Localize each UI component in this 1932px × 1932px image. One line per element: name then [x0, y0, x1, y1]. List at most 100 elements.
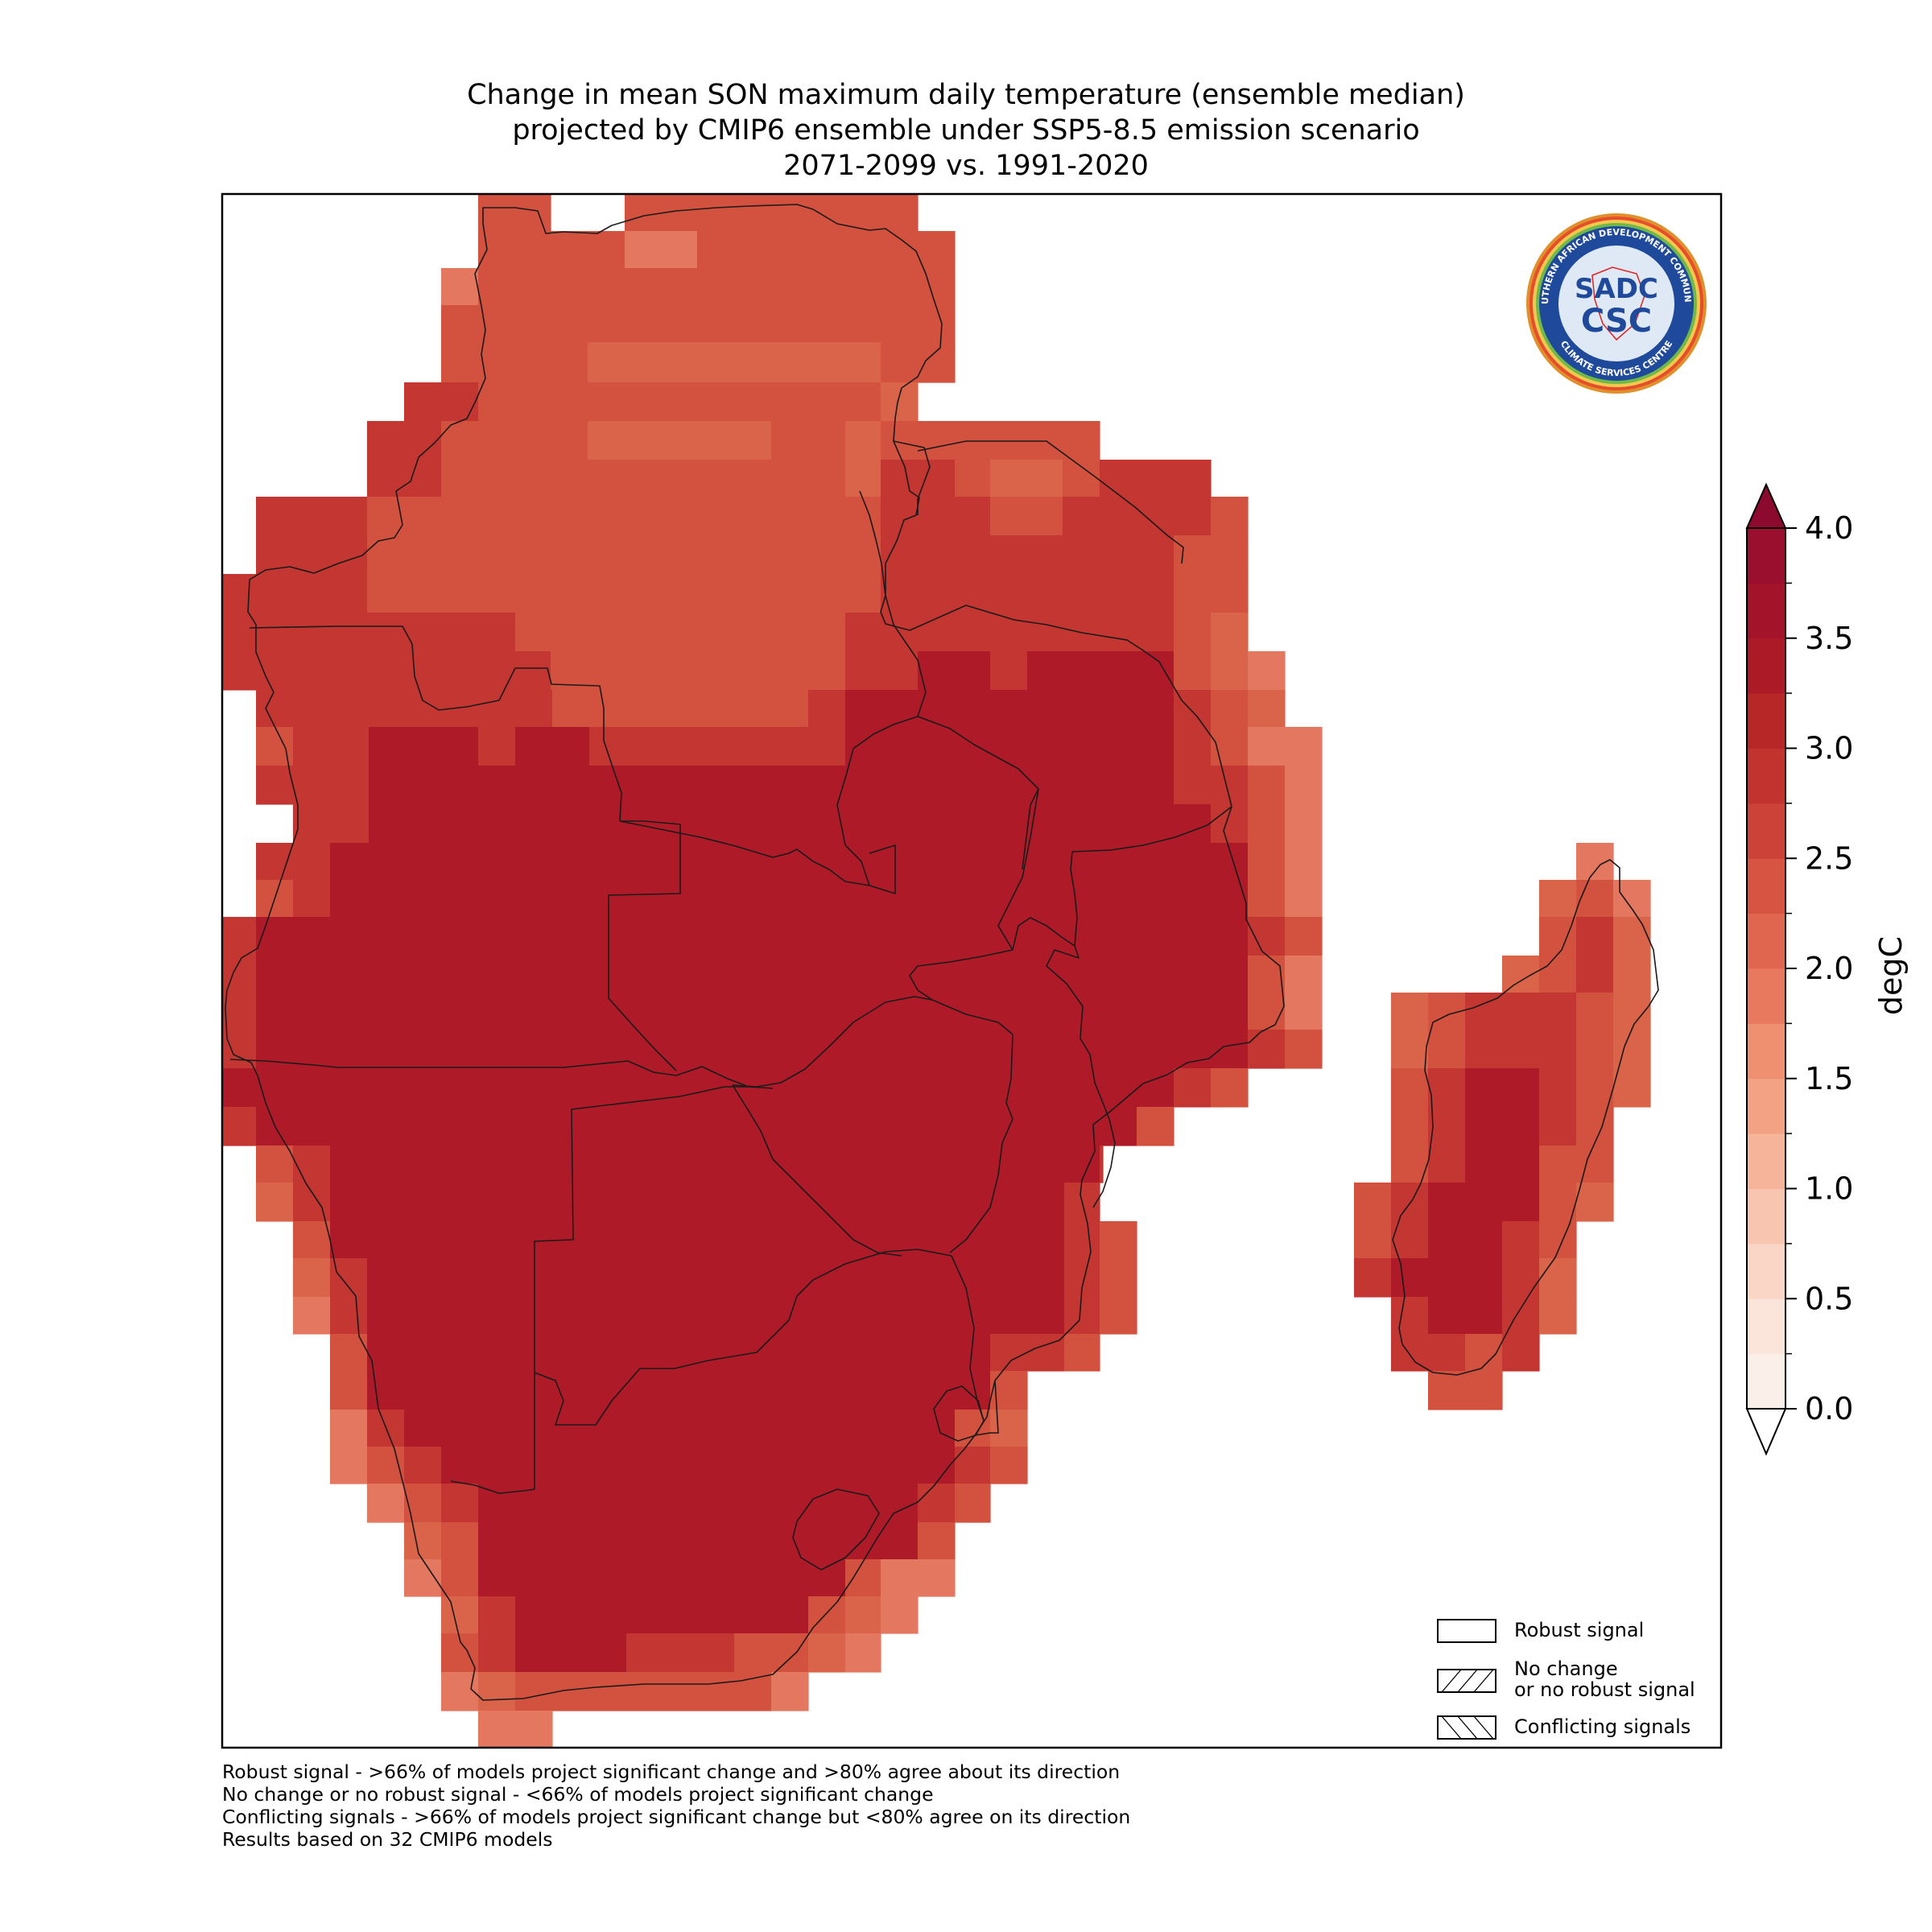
grid-cell — [990, 497, 1063, 536]
grid-cell — [881, 497, 991, 536]
grid-cell — [441, 421, 588, 460]
grid-cell — [918, 613, 991, 652]
grid-cell — [293, 1258, 331, 1298]
grid-cell — [1100, 1258, 1137, 1298]
grid-cell — [990, 1410, 1028, 1447]
legend-label-robust: Robust signal — [1514, 1619, 1645, 1641]
grid-cell — [369, 766, 1174, 805]
grid-cell — [625, 194, 846, 232]
grid-cell — [330, 1297, 368, 1335]
grid-cell — [1613, 1030, 1651, 1069]
grid-cell — [552, 1672, 772, 1711]
grid-cell — [256, 1107, 1108, 1146]
grid-cell — [256, 651, 442, 691]
grid-cell — [1174, 1030, 1249, 1069]
grid-cell — [808, 1633, 846, 1673]
grid-cell — [404, 1410, 956, 1447]
grid-cell — [1465, 1068, 1540, 1108]
border-angola-zambia — [608, 820, 681, 1071]
colorbar: 0.0 0.5 1.0 1.5 2.0 2.5 3.0 3.5 4.0 degC — [1745, 482, 1909, 1456]
grid-cell — [1211, 497, 1249, 536]
grid-cell — [330, 1410, 368, 1447]
grid-cell — [1211, 613, 1249, 652]
grid-cell — [1576, 917, 1614, 956]
border-zambia-mozambique — [909, 949, 1013, 1001]
colorbar-segment — [1747, 1243, 1785, 1299]
grid-cell — [1391, 1107, 1429, 1146]
grid-cell — [1285, 804, 1323, 844]
grid-cell — [293, 613, 405, 652]
grid-cell — [367, 1484, 405, 1523]
colorbar-segment — [1747, 1353, 1785, 1410]
colorbar-label: degC — [1873, 936, 1909, 1015]
grid-cell — [1108, 1107, 1137, 1146]
grid-cell — [1502, 956, 1540, 993]
grid-cell — [330, 1447, 368, 1484]
footnote-robust: Robust signal - >66% of models project s… — [222, 1761, 1121, 1783]
grid-cell — [1391, 1334, 1429, 1372]
grid-cell — [293, 690, 369, 728]
grid-cell — [441, 342, 588, 383]
grid-cell — [1576, 956, 1614, 993]
grid-cell — [1064, 1297, 1100, 1335]
border-tanzania-north — [917, 440, 1184, 564]
grid-cell — [367, 1371, 991, 1410]
grid-cell — [369, 727, 479, 766]
grid-cell — [1174, 613, 1212, 652]
border-lake-victoria — [893, 440, 931, 515]
grid-cell — [1613, 880, 1651, 918]
grid-cell — [404, 1447, 442, 1484]
grid-cell — [441, 305, 919, 343]
title-line-1: Change in mean SON maximum daily tempera… — [467, 79, 1465, 111]
grid-cell — [441, 651, 551, 691]
grid-cell — [589, 727, 627, 766]
grid-cell — [845, 613, 919, 652]
grid-cell — [845, 690, 1174, 728]
grid-cell — [1428, 1107, 1466, 1146]
grid-cell — [697, 574, 881, 613]
grid-cell — [1174, 497, 1212, 536]
grid-cell — [808, 690, 846, 728]
colorbar-segment — [1747, 913, 1785, 969]
grid-cell — [1391, 1183, 1429, 1222]
grid-cell — [441, 1447, 956, 1484]
grid-cell — [918, 1484, 956, 1523]
title-line-2: projected by CMIP6 ensemble under SSP5-8… — [512, 114, 1420, 147]
legend-swatch-conflicting — [1437, 1715, 1496, 1740]
grid-cell — [1576, 1146, 1614, 1183]
grid-cell — [1428, 1297, 1503, 1335]
grid-cell — [441, 1559, 479, 1597]
border-eswatini — [933, 1385, 985, 1442]
grid-cell — [478, 1672, 516, 1711]
border-zambia-malawi — [1022, 788, 1039, 870]
grid-cell — [478, 497, 698, 536]
grid-cell — [955, 460, 991, 497]
grid-cell — [881, 535, 991, 575]
legend-swatch-no-change — [1437, 1669, 1496, 1693]
grid-cell — [367, 1297, 1065, 1335]
madagascar-coast — [1392, 859, 1659, 1376]
grid-cell — [881, 460, 956, 497]
border-malawi-mozambique — [1070, 851, 1078, 947]
footnote-models: Results based on 32 CMIP6 models — [222, 1828, 553, 1851]
grid-cell — [1211, 804, 1249, 844]
border-drc-zambia — [619, 716, 919, 886]
grid-cell — [478, 1484, 919, 1523]
grid-cell — [845, 727, 1174, 766]
grid-cell — [1285, 956, 1323, 993]
grid-cell — [918, 268, 956, 306]
border-zimbabwe-zambia — [732, 996, 933, 1088]
grid-cell — [1465, 1030, 1503, 1069]
grid-cell — [1248, 766, 1286, 805]
grid-cell — [222, 993, 257, 1030]
grid-cell — [1428, 1334, 1466, 1372]
grid-cell — [1027, 1334, 1065, 1372]
grid-cell — [1391, 1258, 1503, 1298]
grid-cell — [1391, 1030, 1429, 1069]
grid-cell — [1027, 651, 1174, 691]
country-borders — [225, 204, 1659, 1701]
grid-cell — [771, 1672, 809, 1711]
grid-cell — [990, 651, 1028, 691]
grid-cell — [441, 1484, 479, 1523]
map-title: Change in mean SON maximum daily tempera… — [0, 77, 1932, 184]
